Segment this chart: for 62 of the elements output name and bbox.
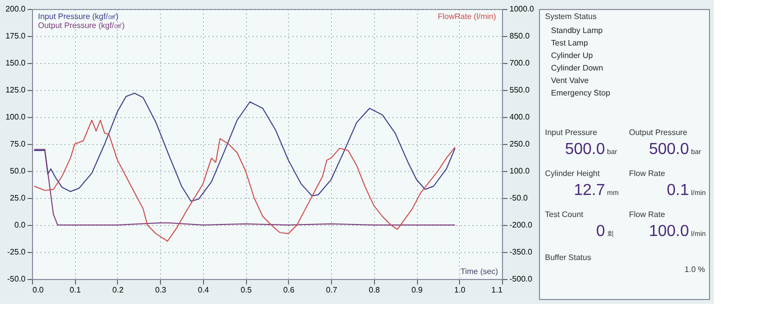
- y2-tick-label: 850.0: [510, 32, 530, 40]
- text: Vent Valve: [551, 76, 590, 85]
- text: 1.0 %: [684, 265, 705, 274]
- y-tick-label: -25.0: [7, 248, 26, 256]
- text: Flow Rate: [629, 210, 666, 219]
- text: Test Lamp: [551, 38, 588, 48]
- text: System Status: [545, 12, 597, 21]
- text: Input Pressure: [545, 128, 598, 137]
- text: FlowRate (l/min): [438, 12, 496, 21]
- text: Standby Lamp: [551, 26, 604, 35]
- y-tick-label: 50.0: [10, 166, 26, 176]
- text: Cylinder Down: [551, 64, 604, 72]
- y2-tick-label: 550.0: [510, 86, 530, 94]
- x-tick-label: 0.3: [155, 286, 167, 294]
- y2-tick-label: 1000.0: [510, 4, 535, 14]
- text: 500.0: [648, 141, 690, 158]
- text: Output Pressure: [629, 128, 688, 137]
- y-tick-label: 75.0: [10, 140, 26, 148]
- x-axis-title: Time (sec): [460, 267, 498, 276]
- y-tick-label: 25.0: [10, 194, 26, 202]
- x-tick-label: 0.0: [32, 286, 44, 294]
- y2-tick-label: -50.0: [510, 194, 528, 202]
- y-tick-label: 0.0: [14, 220, 26, 230]
- x-tick-label: 0.4: [198, 286, 210, 294]
- x-tick-label: 1.0: [454, 286, 466, 294]
- y2-tick-label: 700.0: [510, 58, 530, 68]
- text: Flow Rate: [629, 169, 666, 178]
- y-tick-label: 175.0: [5, 32, 26, 40]
- text: Test Count: [545, 210, 584, 219]
- y-tick-label: 150.0: [5, 58, 26, 68]
- line-series: [34, 92, 456, 202]
- line-series: [34, 120, 456, 242]
- y-tick-label: 100.0: [5, 112, 26, 122]
- text: 12.7: [574, 182, 606, 199]
- y2-tick-label: 400.0: [510, 112, 530, 122]
- y-tick-label: 200.0: [5, 4, 26, 14]
- x-tick-label: 1.1: [491, 286, 504, 294]
- line-series: [34, 148, 456, 226]
- y-tick-label: -50.0: [7, 274, 26, 284]
- y2-tick-label: -200.0: [510, 220, 533, 230]
- x-tick-label: 0.8: [368, 286, 380, 294]
- x-tick-label: 0.2: [112, 286, 124, 294]
- text: 0.1: [666, 182, 690, 199]
- x-tick-label: 0.1: [70, 286, 82, 294]
- text: 500.0: [564, 141, 606, 158]
- y-tick-label: 125.0: [5, 86, 26, 94]
- y2-tick-label: -500.0: [510, 274, 533, 284]
- text: Cylinder Up: [551, 51, 594, 60]
- x-tick-label: 0.5: [240, 286, 252, 294]
- x-tick-label: 0.7: [326, 286, 338, 294]
- x-tick-label: 0.9: [411, 286, 424, 294]
- text: 0: [596, 223, 606, 240]
- text: Cylinder Height: [545, 169, 600, 178]
- y2-tick-label: -350.0: [510, 248, 533, 256]
- text: Emergency Stop: [551, 88, 611, 98]
- y2-tick-label: 250.0: [510, 140, 530, 148]
- x-tick-label: 0.6: [283, 286, 295, 294]
- text: Input Pressure (kgf/㎠): [38, 12, 119, 21]
- text: Buffer Status: [545, 253, 592, 262]
- text: Output Pressure (kgf/㎠): [38, 21, 126, 30]
- text: 100.0: [648, 223, 690, 240]
- y2-tick-label: 100.0: [510, 166, 530, 176]
